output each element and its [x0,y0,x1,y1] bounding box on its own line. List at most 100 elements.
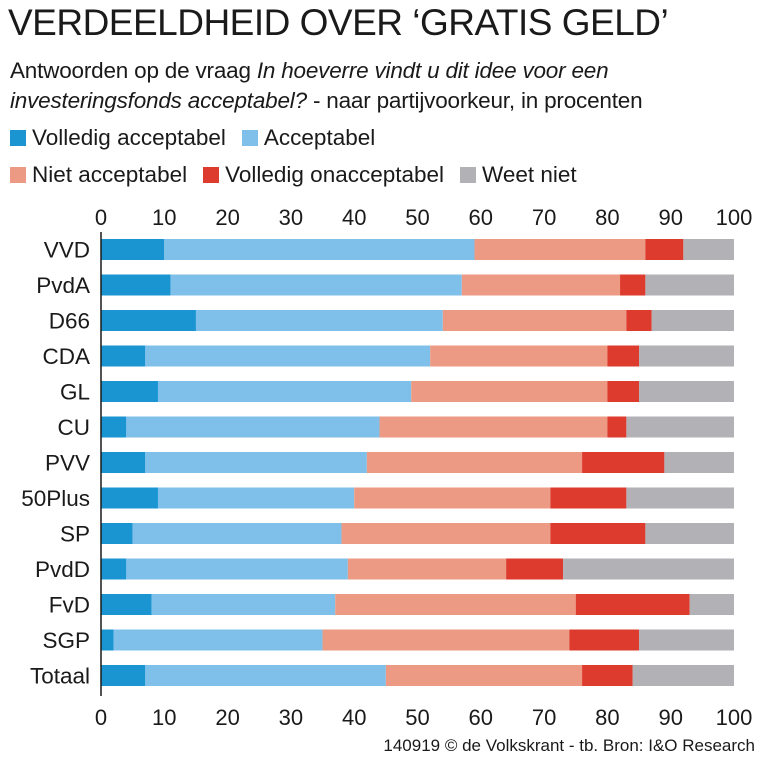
bar-segment-niet-acceptabel [411,381,608,402]
category-label: GL [60,380,90,405]
category-label: PVV [45,451,90,476]
legend-label: Volledig onacceptabel [225,162,445,187]
bar-segment-acceptabel [151,594,336,615]
x-tick-label-bottom: 20 [215,705,239,730]
bar-segment-volledig-acceptabel [101,594,152,615]
x-tick-label-top: 10 [152,205,176,230]
bar-segment-weet-niet [639,345,734,367]
bar-segment-volledig-onacceptabel [582,452,665,473]
bar-segment-volledig-acceptabel [101,310,196,331]
bar-segment-volledig-onacceptabel [582,665,633,686]
bar-segment-niet-acceptabel [442,310,627,331]
x-tick-label-top: 100 [716,205,753,230]
bar-segment-niet-acceptabel [322,629,570,651]
subtitle-text-suffix: - naar partijvoorkeur, in procenten [306,88,643,113]
bar-segment-volledig-acceptabel [101,274,171,296]
x-tick-label-bottom: 10 [152,705,176,730]
legend-label: Acceptabel [263,125,376,150]
legend-label: Volledig acceptabel [32,125,226,150]
category-label: PvdD [35,557,90,582]
bar-segment-weet-niet [651,310,734,331]
x-tick-label-top: 30 [279,205,303,230]
bar-segment-weet-niet [639,381,734,402]
category-label: CDA [42,344,90,369]
legend-row-2: Niet acceptabel Volledig onacceptabel We… [10,161,593,189]
bar-segment-niet-acceptabel [474,239,646,260]
legend-swatch [241,130,258,146]
x-tick-label-top: 0 [95,205,107,230]
x-tick-label-bottom: 50 [405,705,429,730]
bar-segment-volledig-acceptabel [101,452,146,473]
bar-segment-niet-acceptabel [335,594,576,615]
bar-segment-volledig-acceptabel [101,487,158,509]
x-tick-label-bottom: 60 [469,705,493,730]
bar-segment-weet-niet [639,629,734,651]
bar-segment-weet-niet [683,239,734,260]
bar-segment-acceptabel [164,239,475,260]
x-tick-label-top: 90 [658,205,682,230]
bar-segment-acceptabel [157,487,355,509]
category-label: CU [58,415,91,440]
legend-item-volledig-acceptabel: Volledig acceptabel [10,125,226,151]
legend-item-niet-acceptabel: Niet acceptabel [10,162,187,188]
x-tick-label-bottom: 80 [595,705,619,730]
subtitle-question: In hoeverre vindt u dit idee voor een in… [10,58,609,113]
legend-row-1: Volledig acceptabel Acceptabel [10,124,391,152]
category-label: PvdA [36,273,90,298]
bar-segment-weet-niet [664,452,734,473]
bar-segment-volledig-onacceptabel [550,487,627,509]
bar-segment-niet-acceptabel [341,523,551,544]
subtitle-text: Antwoorden op de vraag [10,58,257,83]
bar-segment-volledig-acceptabel [101,381,158,402]
bar-segment-volledig-onacceptabel [550,523,646,544]
x-tick-label-bottom: 30 [279,705,303,730]
bar-segment-weet-niet [645,523,734,544]
category-label: D66 [49,309,90,334]
category-label: SGP [42,628,90,653]
bar-segment-acceptabel [126,558,348,580]
x-tick-label-top: 60 [469,205,493,230]
bar-segment-volledig-acceptabel [101,523,133,544]
bar-segment-acceptabel [145,452,367,473]
bar-segment-volledig-onacceptabel [620,274,646,296]
category-label: FvD [49,593,90,618]
bar-segment-acceptabel [126,416,380,438]
bar-segment-volledig-onacceptabel [626,310,652,331]
x-tick-label-top: 80 [595,205,619,230]
legend-item-weet-niet: Weet niet [460,162,577,188]
category-label: Totaal [30,664,90,689]
bar-segment-volledig-acceptabel [101,239,165,260]
bar-segment-weet-niet [626,416,734,438]
x-tick-label-bottom: 100 [716,705,753,730]
bar-segment-volledig-onacceptabel [506,558,564,580]
bar-segment-weet-niet [632,665,734,686]
bar-segment-weet-niet [645,274,734,296]
bar-segment-niet-acceptabel [379,416,608,438]
bar-segment-volledig-onacceptabel [569,629,640,651]
bar-segment-acceptabel [113,629,323,651]
x-tick-label-bottom: 70 [532,705,556,730]
x-tick-label-bottom: 90 [658,705,682,730]
legend-item-volledig-onacceptabel: Volledig onacceptabel [203,162,444,188]
bar-segment-volledig-acceptabel [101,629,114,651]
bar-segment-weet-niet [689,594,734,615]
bar-segment-niet-acceptabel [366,452,583,473]
bar-segment-niet-acceptabel [347,558,507,580]
bar-segment-volledig-onacceptabel [645,239,684,260]
bar-segment-volledig-onacceptabel [607,345,640,367]
bar-segment-niet-acceptabel [354,487,551,509]
legend-swatch [460,167,477,183]
bar-segment-volledig-onacceptabel [607,416,627,438]
category-label: VVD [44,238,90,263]
bar-segment-acceptabel [132,523,342,544]
bar-segment-niet-acceptabel [430,345,608,367]
legend-swatch [10,130,26,146]
bar-segment-acceptabel [170,274,462,296]
legend-swatch [10,167,26,183]
x-tick-label-top: 50 [405,205,429,230]
x-tick-label-top: 20 [215,205,239,230]
bar-segment-weet-niet [563,558,734,580]
legend-item-acceptabel: Acceptabel [241,125,376,151]
bar-segment-acceptabel [145,665,386,686]
